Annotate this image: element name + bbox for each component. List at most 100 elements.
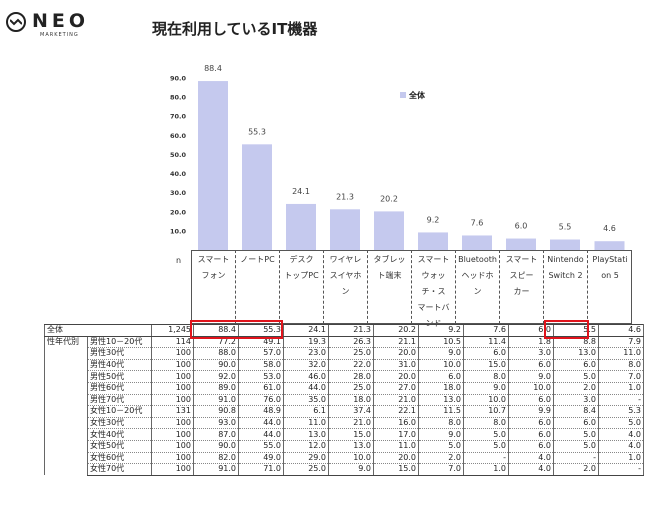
table-cell: 22.0: [328, 359, 374, 372]
category-header-line: マートバ: [417, 303, 450, 312]
row-n: 100: [151, 370, 194, 383]
table-cell: 21.0: [373, 394, 419, 407]
table-cell: 21.3: [328, 324, 374, 337]
row-label: 男性50代: [87, 370, 152, 383]
category-header-line: トップPC: [284, 271, 319, 280]
bar-value-label: 55.3: [248, 127, 266, 136]
table-cell: 9.0: [463, 382, 509, 395]
row-label: 男性30代: [87, 347, 152, 360]
table-cell: 21.0: [328, 417, 374, 430]
table-cell: 20.0: [373, 347, 419, 360]
table-cell: 90.0: [193, 440, 239, 453]
table-cell: 1.0: [598, 382, 644, 395]
category-header: ワイヤレ スイヤホン: [323, 250, 367, 324]
table-cell: 6.1: [283, 405, 329, 418]
table-cell: 19.3: [283, 336, 329, 349]
table-row: 男性70代 100 91.0 76.0 35.0 18.0 21.0 13.0 10.0 6.0 3…: [45, 394, 644, 407]
n-header: n: [176, 256, 182, 265]
table-cell: 3.0: [508, 347, 554, 360]
category-header-line: フォン: [201, 271, 226, 280]
row-label: 男性10－20代: [87, 336, 152, 349]
table-cell: 49.1: [238, 336, 284, 349]
table-cell: 53.0: [238, 370, 284, 383]
group-label: 性年代別: [44, 336, 88, 476]
bar-value-label: 4.6: [603, 224, 616, 233]
table-cell: 4.0: [508, 463, 554, 476]
row-label: 男性70代: [87, 394, 152, 407]
row-label: 男性60代: [87, 382, 152, 395]
table-cell: 4.0: [508, 452, 554, 465]
row-label: 女性10－20代: [87, 405, 152, 418]
table-cell: 4.0: [598, 440, 644, 453]
table-cell: 20.0: [373, 370, 419, 383]
y-tick-label: 80.0: [170, 94, 187, 102]
table-cell: 9.0: [418, 428, 464, 441]
table-cell: 5.0: [598, 417, 644, 430]
category-header-line: デスク: [289, 255, 314, 264]
bar-value-label: 21.3: [336, 192, 354, 201]
table-row: 性年代別 男性10－20代 114 77.2 49.1 19.3 26.3 21.1 10.5 1…: [44, 336, 644, 476]
table-cell: 91.0: [193, 463, 239, 476]
table-cell: 11.5: [418, 405, 464, 418]
table-cell: 44.0: [238, 428, 284, 441]
page-title: 現在利用しているIT機器: [152, 20, 318, 38]
table-cell: 5.0: [553, 370, 599, 383]
table-cell: 57.0: [238, 347, 284, 360]
table-cell: 46.0: [283, 370, 329, 383]
table-cell: 11.4: [463, 336, 509, 349]
bar: [594, 241, 625, 250]
table-cell: 8.0: [463, 370, 509, 383]
table-cell: 10.0: [328, 452, 374, 465]
table-cell: 8.0: [598, 359, 644, 372]
table-cell: 88.0: [193, 347, 239, 360]
category-header-line: ウォッ: [421, 271, 446, 280]
bar: [418, 232, 448, 250]
table-cell: 58.0: [238, 359, 284, 372]
bar-value-label: 9.2: [427, 215, 440, 224]
table-cell: 6.0: [508, 440, 554, 453]
category-header-line: スピー: [509, 271, 534, 280]
table-cell: 18.0: [328, 394, 374, 407]
table-cell: 15.0: [328, 428, 374, 441]
table-cell: 17.0: [373, 428, 419, 441]
row-n: 100: [151, 428, 194, 441]
bar-value-label: 88.4: [204, 64, 222, 73]
highlight-box-smartphone-notepc: [190, 320, 283, 339]
table-cell: 88.4: [193, 324, 239, 337]
table-cell: 9.9: [508, 405, 554, 418]
table-cell: 6.0: [508, 359, 554, 372]
table-cell: 13.0: [283, 428, 329, 441]
table-cell: 23.0: [283, 347, 329, 360]
table-row: 男性50代 100 92.0 53.0 46.0 28.0 20.0 6.0 8.0 9.0 5.0…: [45, 370, 644, 383]
table-cell: 16.0: [373, 417, 419, 430]
category-header-line: ト端末: [377, 271, 402, 280]
table-cell: 5.0: [463, 428, 509, 441]
table-cell: 29.0: [283, 452, 329, 465]
table-cell: 8.8: [553, 336, 599, 349]
table-cell: 22.1: [373, 405, 419, 418]
table-cell: 13.0: [553, 347, 599, 360]
bar-value-label: 5.5: [559, 222, 572, 231]
row-label: 全体: [44, 324, 152, 337]
table-cell: 2.0: [418, 452, 464, 465]
category-header: Bluetooth ヘッドホン: [455, 250, 499, 324]
table-cell: 3.0: [553, 394, 599, 407]
table-cell: 12.0: [283, 440, 329, 453]
category-header: スマート スピー カー: [499, 250, 543, 324]
table-cell: 11.0: [283, 417, 329, 430]
legend-swatch: [400, 92, 406, 98]
bar: [242, 144, 272, 250]
table-row: 男性30代 100 88.0 57.0 23.0 25.0 20.0 9.0 6.0 3.0 13.…: [45, 347, 644, 360]
brand-sub: MARKETING: [40, 32, 79, 38]
category-header-line: ン: [341, 287, 350, 296]
table-cell: 25.0: [328, 347, 374, 360]
bar-value-label: 20.2: [380, 194, 398, 203]
category-header-line: スマート: [417, 255, 450, 264]
table-cell: 44.0: [238, 417, 284, 430]
category-header-line: スマート: [197, 255, 230, 264]
table-cell: 5.3: [598, 405, 644, 418]
table-cell: 26.3: [328, 336, 374, 349]
table-cell: 7.0: [598, 370, 644, 383]
row-n: 100: [151, 440, 194, 453]
table-cell: 90.0: [193, 359, 239, 372]
